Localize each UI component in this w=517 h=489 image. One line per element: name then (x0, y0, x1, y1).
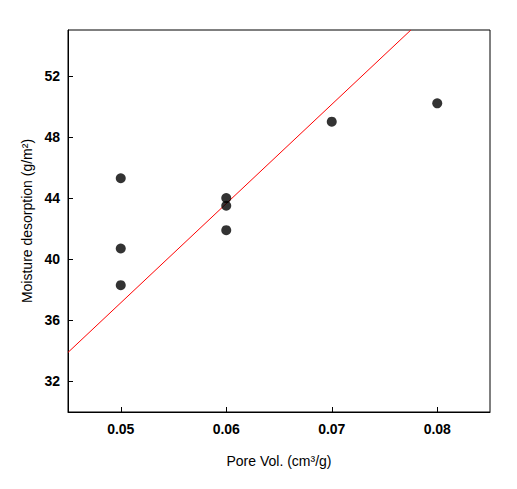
svg-text:0.06: 0.06 (213, 421, 240, 437)
svg-text:52: 52 (44, 68, 60, 84)
svg-text:Moisture desorption (g/m²): Moisture desorption (g/m²) (19, 139, 35, 303)
svg-text:48: 48 (44, 129, 60, 145)
svg-text:36: 36 (44, 312, 60, 328)
svg-text:0.07: 0.07 (318, 421, 345, 437)
svg-text:0.08: 0.08 (424, 421, 451, 437)
svg-text:0.05: 0.05 (107, 421, 134, 437)
svg-text:Pore Vol. (cm³/g): Pore Vol. (cm³/g) (226, 453, 331, 469)
svg-text:40: 40 (44, 251, 60, 267)
svg-text:32: 32 (44, 373, 60, 389)
svg-text:44: 44 (44, 190, 60, 206)
